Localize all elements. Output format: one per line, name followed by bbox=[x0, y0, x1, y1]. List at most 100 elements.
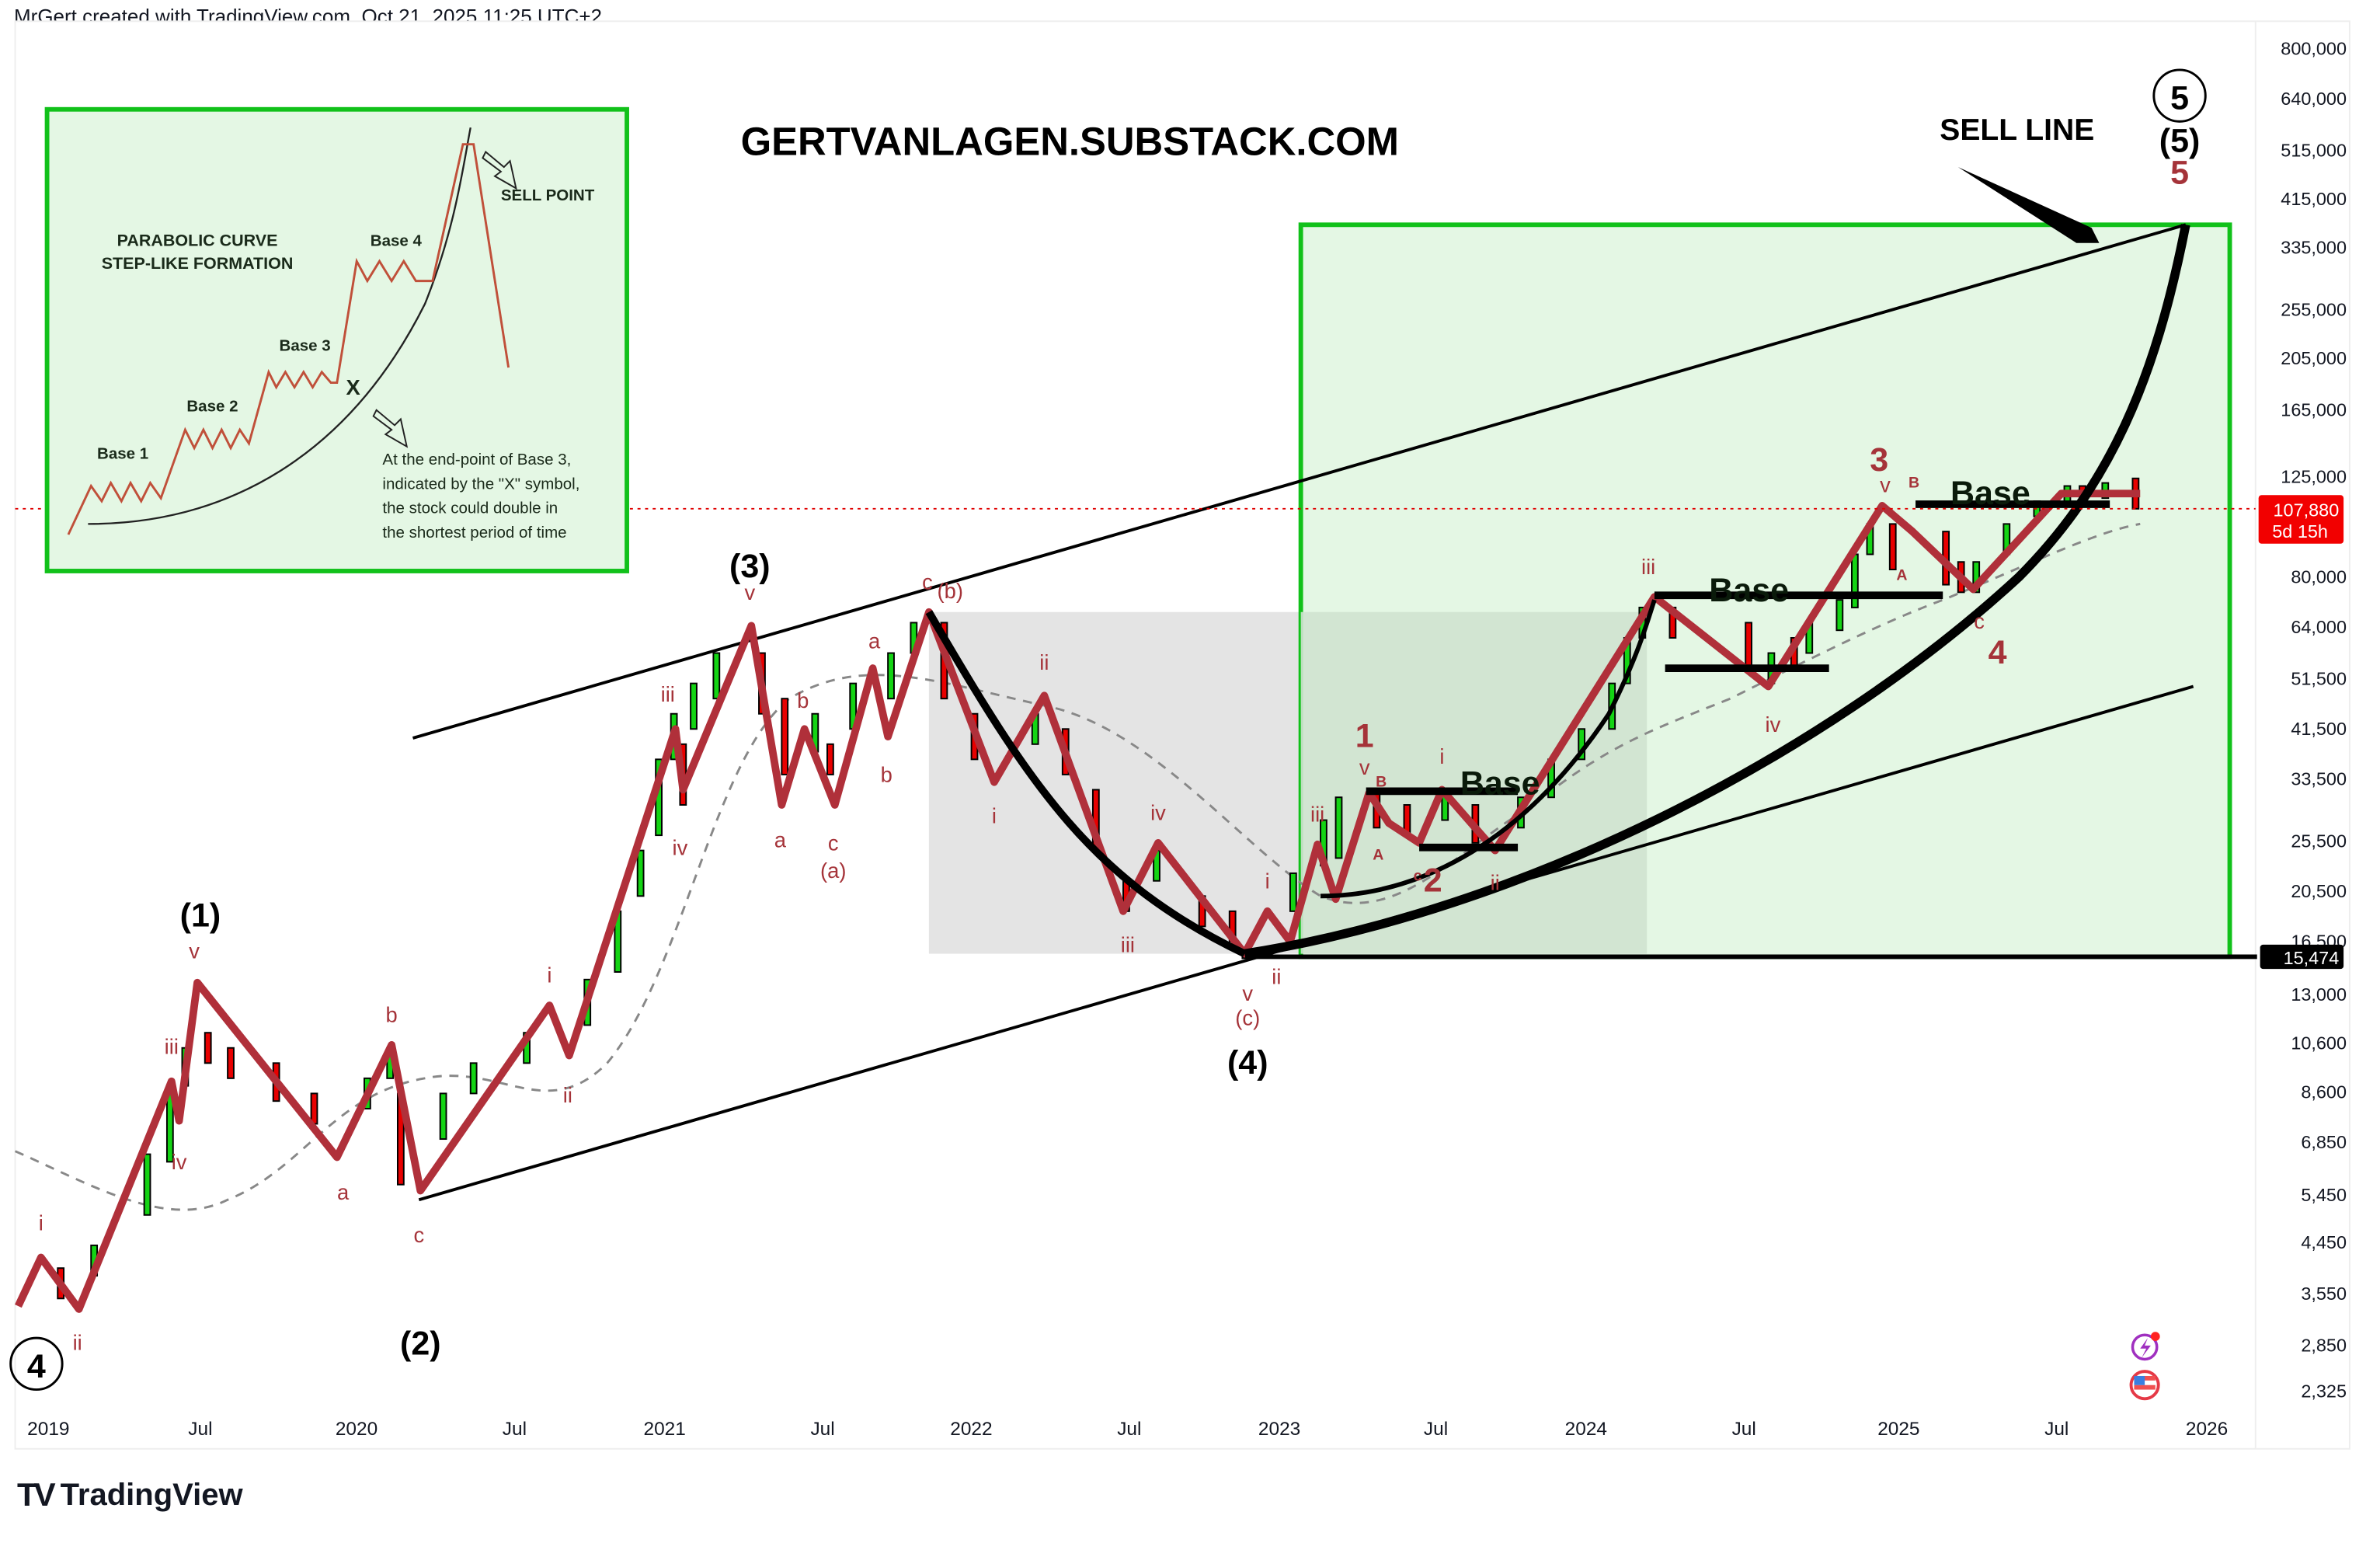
svg-text:ii: ii bbox=[1491, 870, 1500, 894]
svg-text:iv: iv bbox=[1150, 801, 1166, 825]
svg-text:b: b bbox=[386, 1003, 398, 1027]
svg-text:v: v bbox=[1880, 472, 1891, 496]
price-axis: 800,000 640,000 515,000 415,000 335,000 … bbox=[2281, 38, 2347, 1401]
svg-text:2,850: 2,850 bbox=[2301, 1336, 2347, 1356]
svg-text:i: i bbox=[547, 963, 552, 987]
svg-text:165,000: 165,000 bbox=[2281, 400, 2347, 420]
circled-5-icon bbox=[2152, 68, 2207, 123]
svg-text:Base: Base bbox=[1460, 765, 1540, 802]
svg-text:A: A bbox=[1373, 846, 1383, 863]
svg-text:a: a bbox=[774, 828, 787, 852]
svg-text:iii: iii bbox=[165, 1035, 179, 1059]
svg-text:c: c bbox=[1414, 868, 1422, 885]
svg-text:13,000: 13,000 bbox=[2291, 984, 2347, 1005]
svg-text:4,450: 4,450 bbox=[2301, 1232, 2347, 1252]
svg-text:2020: 2020 bbox=[336, 1419, 378, 1440]
svg-text:4: 4 bbox=[27, 1348, 46, 1385]
svg-text:2026: 2026 bbox=[2186, 1419, 2228, 1440]
svg-text:b: b bbox=[881, 763, 893, 787]
svg-text:indicated by the "X" symbol,: indicated by the "X" symbol, bbox=[382, 475, 579, 493]
svg-text:the shortest period of time: the shortest period of time bbox=[382, 524, 566, 542]
svg-text:iv: iv bbox=[1765, 712, 1780, 737]
svg-text:6,850: 6,850 bbox=[2301, 1132, 2347, 1152]
svg-text:5: 5 bbox=[2170, 155, 2189, 192]
svg-text:B: B bbox=[1909, 474, 1919, 491]
tradingview-mark-icon: TV bbox=[17, 1476, 56, 1513]
svg-text:415,000: 415,000 bbox=[2281, 189, 2347, 209]
tradingview-logo[interactable]: TV TradingView bbox=[17, 1476, 243, 1513]
svg-text:i: i bbox=[1439, 744, 1444, 768]
svg-text:Base: Base bbox=[1709, 572, 1789, 609]
svg-text:125,000: 125,000 bbox=[2281, 467, 2347, 487]
svg-text:Jul: Jul bbox=[188, 1419, 212, 1440]
svg-text:335,000: 335,000 bbox=[2281, 237, 2347, 257]
svg-text:(c): (c) bbox=[1235, 1005, 1260, 1029]
intermediate-wave-labels: 5 1 2 3 4 bbox=[1355, 155, 2189, 900]
base-labels: Base Base Base bbox=[1460, 475, 2030, 802]
svg-text:ii: ii bbox=[73, 1331, 82, 1355]
svg-text:SELL POINT: SELL POINT bbox=[501, 186, 595, 204]
svg-text:205,000: 205,000 bbox=[2281, 348, 2347, 368]
svg-text:v: v bbox=[744, 580, 755, 604]
svg-text:X: X bbox=[346, 375, 361, 399]
svg-text:(2): (2) bbox=[400, 1325, 441, 1363]
inset-text: PARABOLIC CURVE STEP-LIKE FORMATION Base… bbox=[97, 186, 595, 542]
svg-text:20,500: 20,500 bbox=[2291, 881, 2347, 901]
svg-text:c: c bbox=[413, 1223, 424, 1247]
svg-text:Jul: Jul bbox=[1732, 1419, 1756, 1440]
svg-text:51,500: 51,500 bbox=[2291, 669, 2347, 689]
svg-text:107,880: 107,880 bbox=[2274, 500, 2340, 521]
svg-text:2021: 2021 bbox=[644, 1419, 686, 1440]
svg-text:41,500: 41,500 bbox=[2291, 719, 2347, 739]
svg-text:25,500: 25,500 bbox=[2291, 831, 2347, 852]
sell-line-label: SELL LINE bbox=[1940, 113, 2094, 147]
svg-text:c: c bbox=[1974, 609, 1985, 633]
svg-text:iii: iii bbox=[1641, 555, 1655, 579]
sell-line-arrow bbox=[1957, 167, 2100, 243]
watermark-title: GERTVANLAGEN.SUBSTACK.COM bbox=[741, 119, 1399, 163]
svg-text:v: v bbox=[1242, 981, 1253, 1005]
svg-text:2023: 2023 bbox=[1258, 1419, 1300, 1440]
parabolic-sell-curve bbox=[1244, 224, 2190, 959]
svg-text:15,474: 15,474 bbox=[2284, 948, 2340, 968]
svg-text:Base 1: Base 1 bbox=[97, 444, 148, 462]
svg-text:the stock could double in: the stock could double in bbox=[382, 500, 558, 517]
svg-text:640,000: 640,000 bbox=[2281, 89, 2347, 109]
svg-text:Jul: Jul bbox=[810, 1419, 834, 1440]
level-price-badge: 15,474 bbox=[2260, 944, 2344, 970]
svg-text:a: a bbox=[337, 1180, 350, 1204]
svg-text:3,550: 3,550 bbox=[2301, 1284, 2347, 1304]
svg-text:iv: iv bbox=[172, 1150, 187, 1174]
svg-text:1: 1 bbox=[1355, 718, 1374, 755]
svg-text:Base: Base bbox=[1950, 475, 2030, 512]
current-price-badge: 107,880 5d 15h bbox=[2258, 495, 2344, 544]
minor-wave-labels: i ii iii iv v a b c i ii iii iv v a b c … bbox=[39, 472, 1985, 1354]
svg-text:Base 2: Base 2 bbox=[186, 398, 238, 416]
base-lines bbox=[1366, 500, 2110, 852]
lightning-alert-icon[interactable] bbox=[2131, 1332, 2160, 1361]
svg-text:A: A bbox=[1896, 567, 1907, 584]
svg-text:b: b bbox=[797, 688, 809, 712]
svg-text:Base 4: Base 4 bbox=[371, 232, 423, 250]
us-flag-icon[interactable] bbox=[2129, 1370, 2160, 1401]
svg-text:5,450: 5,450 bbox=[2301, 1185, 2347, 1205]
svg-text:At the end-point of Base 3,: At the end-point of Base 3, bbox=[382, 451, 571, 468]
svg-text:(b): (b) bbox=[938, 579, 963, 603]
svg-text:10,600: 10,600 bbox=[2291, 1033, 2347, 1054]
svg-text:2019: 2019 bbox=[27, 1419, 69, 1440]
svg-text:c: c bbox=[922, 569, 933, 594]
svg-text:(1): (1) bbox=[180, 897, 221, 934]
svg-text:8,600: 8,600 bbox=[2301, 1081, 2347, 1102]
time-axis: 2019 Jul 2020 Jul 2021 Jul 2022 Jul 2023… bbox=[27, 1419, 2228, 1440]
upper-channel-line bbox=[412, 223, 2187, 740]
gray-zone bbox=[928, 611, 1301, 954]
svg-text:(5): (5) bbox=[2159, 122, 2201, 159]
svg-text:33,500: 33,500 bbox=[2291, 769, 2347, 789]
svg-text:3: 3 bbox=[1870, 441, 1888, 479]
svg-text:i: i bbox=[1265, 869, 1270, 893]
svg-text:64,000: 64,000 bbox=[2291, 617, 2347, 637]
svg-text:v: v bbox=[1359, 755, 1370, 779]
primary-wave-labels: 5 (5) (1) (2) (3) (4) 4 bbox=[9, 68, 2207, 1391]
svg-text:Base 3: Base 3 bbox=[280, 337, 331, 355]
